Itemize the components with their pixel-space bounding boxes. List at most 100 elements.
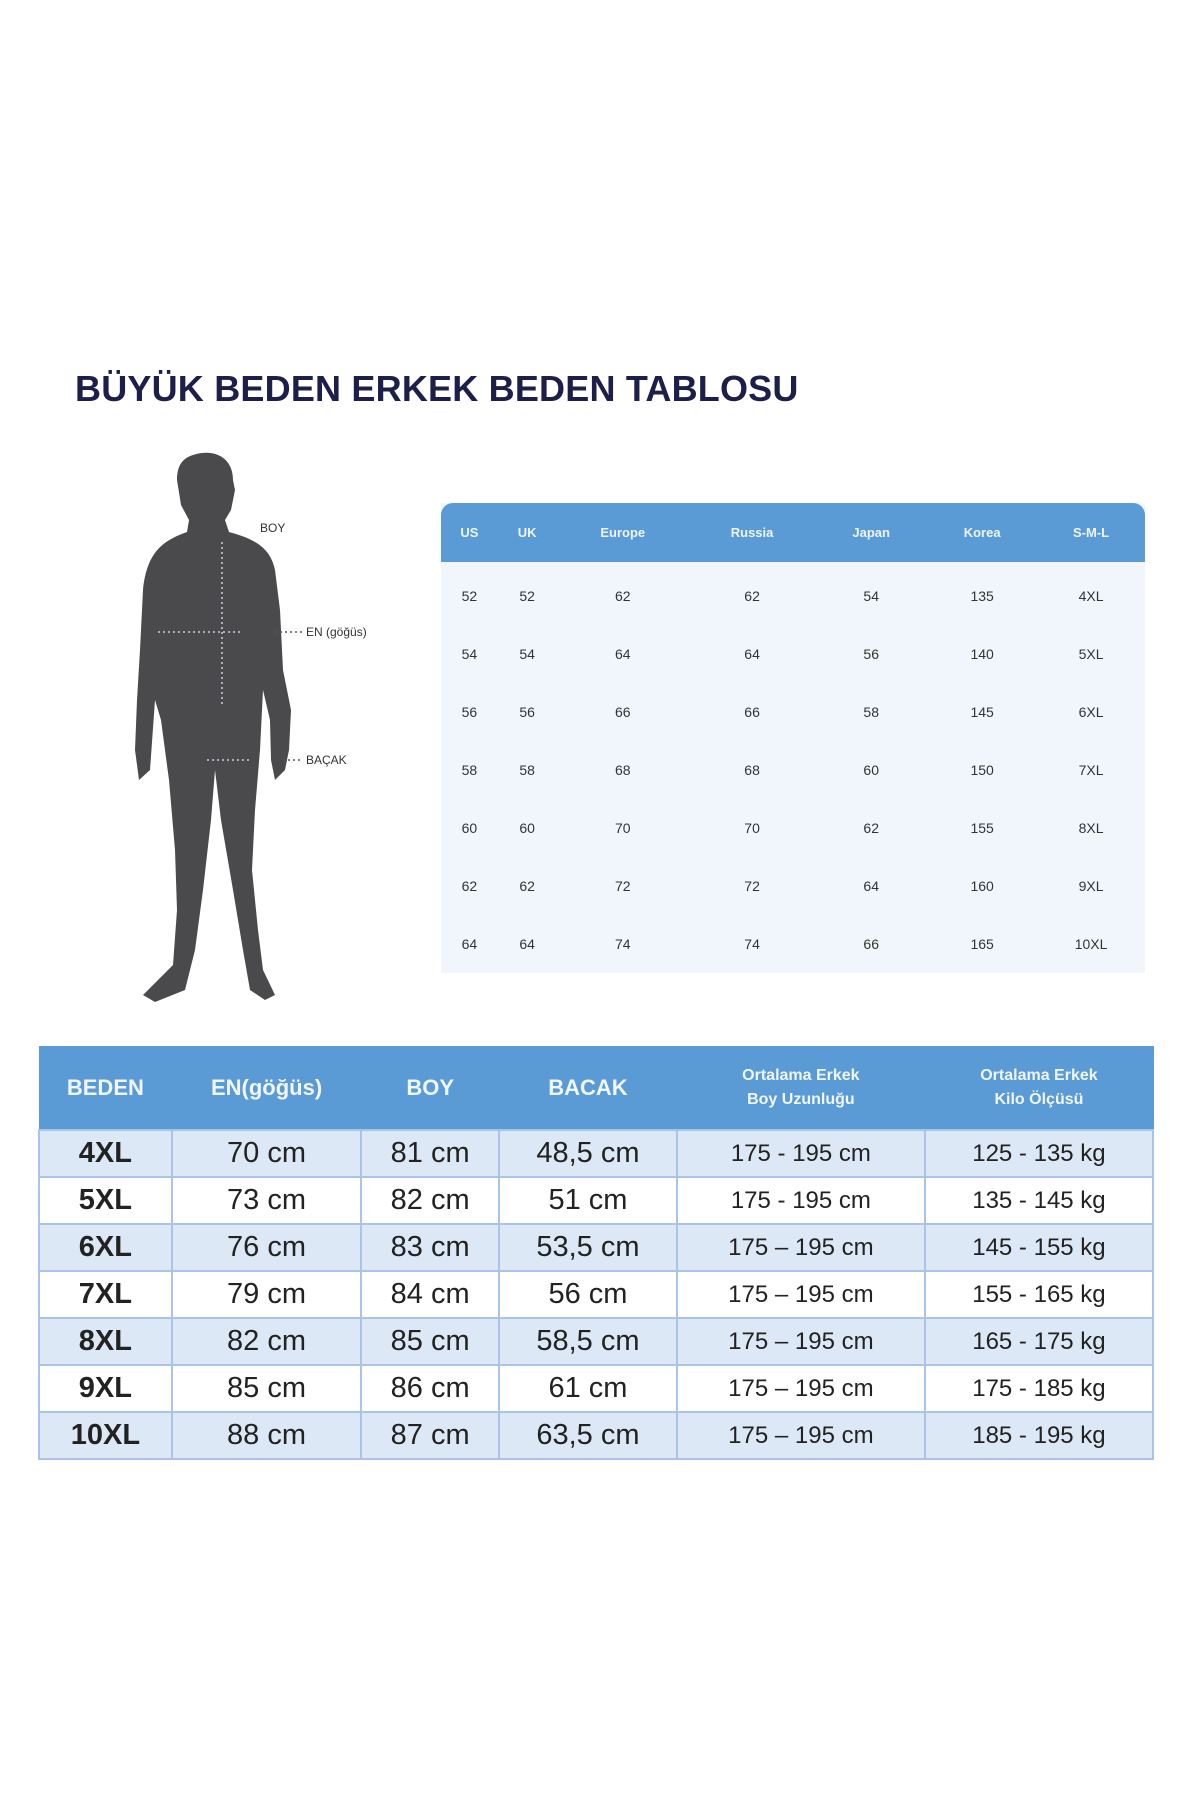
- table-cell: 85 cm: [360, 1317, 501, 1366]
- column-header: UK: [497, 503, 557, 562]
- column-header: EN(göğüs): [171, 1046, 362, 1131]
- table-cell: 175 – 195 cm: [675, 1317, 926, 1366]
- page-title: BÜYÜK BEDEN ERKEK BEDEN TABLOSU: [75, 368, 799, 409]
- table-row: 5XL 73 cm 82 cm 51 cm 175 - 195 cm 135 - 145 …: [38, 1176, 1155, 1225]
- table-cell: 175 – 195 cm: [675, 1223, 926, 1272]
- table-cell: 185 - 195 kg: [923, 1411, 1155, 1460]
- label-bacak: BAÇAK: [306, 753, 347, 767]
- table-cell: 66: [744, 704, 760, 720]
- table-cell: 145 - 155 kg: [923, 1223, 1155, 1272]
- table-cell: 62: [614, 588, 631, 604]
- table-cell: 58: [519, 762, 535, 778]
- table-cell: 165: [970, 936, 994, 952]
- table-cell: 62: [863, 820, 879, 836]
- column-header-line: Boy Uzunluğu: [747, 1091, 855, 1108]
- table-cell: 68: [744, 762, 760, 778]
- table-cell: 76 cm: [170, 1223, 363, 1272]
- table-cell: 175 – 195 cm: [675, 1364, 926, 1413]
- column-header: BACAK: [498, 1046, 678, 1131]
- column-header: Korea: [927, 503, 1038, 562]
- table-cell: 7XL: [1078, 762, 1104, 778]
- body-silhouette-figure: BOY EN (göğüs) BAÇAK: [135, 452, 367, 1002]
- table-cell: 64: [519, 936, 535, 952]
- table-row: 6XL 76 cm 83 cm 53,5 cm 175 – 195 cm 145 - 15…: [38, 1223, 1155, 1272]
- table-cell: 4XL: [1078, 588, 1104, 604]
- table-cell: 64: [863, 878, 879, 894]
- table-cell: 160: [970, 878, 994, 894]
- table-cell: 56: [863, 646, 879, 662]
- table-cell: 6XL: [1078, 704, 1104, 720]
- table-cell: 54: [461, 646, 478, 662]
- table-cell: 70 cm: [170, 1129, 363, 1178]
- table-cell: 175 – 195 cm: [675, 1270, 926, 1319]
- table-cell: 84 cm: [360, 1270, 501, 1319]
- table-cell: 8XL: [1078, 820, 1104, 836]
- table-cell: 72: [614, 878, 631, 894]
- table-cell: 140: [970, 646, 994, 662]
- table-cell: 66: [614, 704, 631, 720]
- size-cell: 9XL: [38, 1364, 173, 1413]
- table-cell: 56: [461, 704, 478, 720]
- table-cell: 87 cm: [360, 1411, 501, 1460]
- column-header: BEDEN: [38, 1046, 173, 1131]
- column-header: Ortalama Erkek Boy Uzunluğu: [676, 1046, 926, 1131]
- table-cell: 48,5 cm: [498, 1129, 678, 1178]
- table-cell: 58: [863, 704, 879, 720]
- table-cell: 66: [863, 936, 879, 952]
- table-row: 64 64 74 74 66 165 10XL: [441, 915, 1145, 973]
- table-cell: 54: [519, 646, 535, 662]
- table-cell: 64: [744, 646, 760, 662]
- table-cell: 56: [519, 704, 535, 720]
- table-cell: 52: [461, 588, 478, 604]
- table-cell: 60: [461, 820, 478, 836]
- table-cell: 175 - 185 kg: [923, 1364, 1155, 1413]
- table-cell: 175 - 195 cm: [675, 1129, 926, 1178]
- column-header: Russia: [688, 503, 816, 562]
- column-header-line: Ortalama Erkek: [980, 1067, 1098, 1084]
- column-header-line: Kilo Ölçüsü: [994, 1091, 1084, 1108]
- table-cell: 58: [461, 762, 478, 778]
- table-cell: 68: [614, 762, 631, 778]
- column-header: Ortalama Erkek Kilo Ölçüsü: [924, 1046, 1154, 1131]
- table-cell: 64: [461, 936, 478, 952]
- measurement-table: BEDEN EN(göğüs) BOY BACAK Ortalama Erkek Boy …: [38, 1046, 1155, 1460]
- table-cell: 88 cm: [170, 1411, 363, 1460]
- table-row: 58 58 68 68 60 150 7XL: [441, 741, 1145, 799]
- table-row: 62 62 72 72 64 160 9XL: [441, 857, 1145, 915]
- table-cell: 74: [744, 936, 760, 952]
- table-cell: 10XL: [1074, 936, 1108, 952]
- table-cell: 82 cm: [360, 1176, 501, 1225]
- table-cell: 150: [970, 762, 994, 778]
- column-header: Europe: [556, 503, 689, 562]
- column-header: US: [441, 503, 498, 562]
- table-row: 54 54 64 64 56 140 5XL: [441, 625, 1145, 683]
- table-cell: 52: [519, 588, 535, 604]
- table-cell: 60: [519, 820, 535, 836]
- table-cell: 70: [614, 820, 631, 836]
- label-boy: BOY: [260, 521, 285, 535]
- table-cell: 135 - 145 kg: [923, 1176, 1155, 1225]
- table-cell: 73 cm: [170, 1176, 363, 1225]
- table-cell: 125 - 135 kg: [923, 1129, 1155, 1178]
- size-cell: 8XL: [38, 1317, 173, 1366]
- table-cell: 175 – 195 cm: [675, 1411, 926, 1460]
- table-cell: 62: [744, 588, 760, 604]
- table-cell: 58,5 cm: [498, 1317, 678, 1366]
- table-row: 7XL 79 cm 84 cm 56 cm 175 – 195 cm 155 - 165 …: [38, 1270, 1155, 1319]
- table-cell: 145: [970, 704, 994, 720]
- table-row: 60 60 70 70 62 155 8XL: [441, 799, 1145, 857]
- table-cell: 54: [863, 588, 879, 604]
- table-cell: 155: [970, 820, 994, 836]
- silhouette: [135, 452, 291, 1002]
- table-cell: 165 - 175 kg: [923, 1317, 1155, 1366]
- column-header-line: Ortalama Erkek: [742, 1067, 860, 1084]
- table-cell: 62: [461, 878, 478, 894]
- table-cell: 61 cm: [498, 1364, 678, 1413]
- table-cell: 53,5 cm: [498, 1223, 678, 1272]
- table-row: 9XL 85 cm 86 cm 61 cm 175 – 195 cm 175 - 185 …: [38, 1364, 1155, 1413]
- table-cell: 64: [614, 646, 631, 662]
- column-header: Japan: [815, 503, 928, 562]
- table-cell: 135: [970, 588, 994, 604]
- table-cell: 62: [519, 878, 535, 894]
- column-header: BOY: [360, 1046, 500, 1131]
